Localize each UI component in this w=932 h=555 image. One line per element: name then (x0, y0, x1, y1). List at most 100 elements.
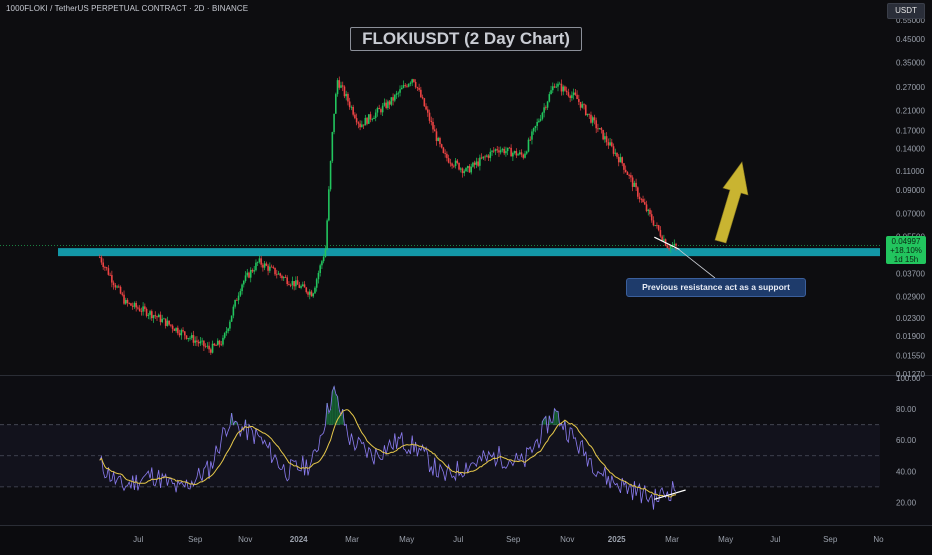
candle-body (642, 199, 644, 203)
candle-body (459, 168, 462, 170)
price-tick-label-3: 0.27000 (896, 83, 925, 92)
candle-body (279, 273, 282, 276)
candle-body (234, 299, 236, 307)
candle-body (338, 80, 341, 88)
bullish-arrow (714, 161, 749, 244)
candle-body (626, 172, 629, 175)
candle-body (352, 106, 354, 115)
candle-body (508, 147, 511, 149)
candle-body (341, 85, 344, 87)
candle-body (326, 220, 328, 250)
candle-body (319, 265, 321, 273)
candle-body (650, 214, 653, 221)
candle-body (138, 308, 141, 312)
candle-body (340, 85, 342, 88)
candle-body (331, 132, 334, 162)
candle-body (170, 324, 172, 326)
candle-body (423, 98, 426, 107)
candle-body (185, 335, 188, 339)
candle-body (189, 337, 191, 339)
candle-body (617, 156, 620, 163)
candle-body (395, 93, 398, 95)
candle-body (223, 333, 226, 338)
candle-body (199, 341, 202, 344)
candle-body (536, 121, 538, 127)
candle-body (118, 286, 120, 288)
candle-body (454, 160, 457, 167)
candle-body (109, 274, 111, 276)
candle-body (499, 150, 502, 153)
candle-body (545, 107, 547, 109)
candle-body (177, 327, 179, 334)
candle-body (588, 113, 591, 115)
candle-body (130, 303, 132, 306)
candle-body (527, 139, 530, 152)
candle-body (602, 129, 604, 140)
candle-body (350, 106, 353, 108)
currency-button[interactable]: USDT (887, 3, 925, 19)
rsi-band-fill (0, 424, 880, 487)
candle-body (381, 105, 384, 113)
price-tick-label-7: 0.11000 (896, 167, 925, 176)
candle-body (329, 161, 332, 190)
candle-body (531, 131, 533, 140)
candle-body (378, 108, 380, 110)
candle-body (284, 277, 287, 278)
candle-body (295, 280, 297, 287)
candle-body (635, 182, 637, 188)
candle-body (569, 95, 571, 99)
candle-body (486, 155, 488, 157)
candle-body (515, 151, 518, 156)
time-tick-7: Sep (506, 535, 521, 544)
candle-body (218, 340, 221, 345)
candle-body (557, 83, 559, 87)
candle-body (317, 272, 320, 280)
candle-body (288, 284, 290, 285)
candle-body (210, 349, 212, 353)
price-tick-label-16: 0.01270 (896, 370, 925, 379)
candle-body (164, 318, 167, 326)
candle-body (525, 151, 528, 154)
candle-body (161, 318, 164, 323)
candle-body (260, 258, 262, 265)
candle-body (616, 152, 618, 157)
candle-body (522, 154, 525, 158)
candle-body (282, 277, 285, 279)
candle-body (137, 307, 139, 309)
candle-body (182, 330, 184, 332)
time-tick-8: Nov (560, 535, 574, 544)
candle-body (439, 138, 441, 145)
candle-body (480, 157, 483, 159)
candle-body (102, 262, 104, 268)
candle-body (246, 272, 249, 276)
candle-body (421, 97, 424, 99)
time-tick-0: Jul (133, 535, 143, 544)
candle-body (593, 117, 596, 121)
candle-body (468, 166, 471, 173)
candle-body (567, 92, 570, 96)
time-tick-13: Sep (823, 535, 838, 544)
candle-body (458, 162, 460, 170)
candle-body (156, 316, 158, 318)
candle-body (543, 107, 545, 113)
candle-body (291, 281, 294, 286)
candle-body (657, 225, 660, 231)
rsi-tick-label-0: 100.00 (896, 374, 921, 383)
candle-body (397, 92, 400, 94)
candle-body (166, 320, 169, 326)
candle-body (477, 161, 479, 166)
candle-body (119, 286, 122, 294)
candle-body (343, 86, 346, 97)
last-price-change: +18.10% (890, 246, 922, 255)
candle-body (310, 291, 313, 297)
candle-body (281, 275, 283, 279)
price-tick-label-12: 0.02900 (896, 292, 925, 301)
candle-body (506, 147, 509, 152)
candle-body (380, 109, 382, 113)
last-price-tag: 0.04997 +18.10% 1d 15h (886, 236, 926, 264)
candle-body (463, 171, 466, 174)
candle-body (621, 157, 624, 164)
candle-body (475, 161, 478, 165)
candle-body (168, 320, 170, 325)
